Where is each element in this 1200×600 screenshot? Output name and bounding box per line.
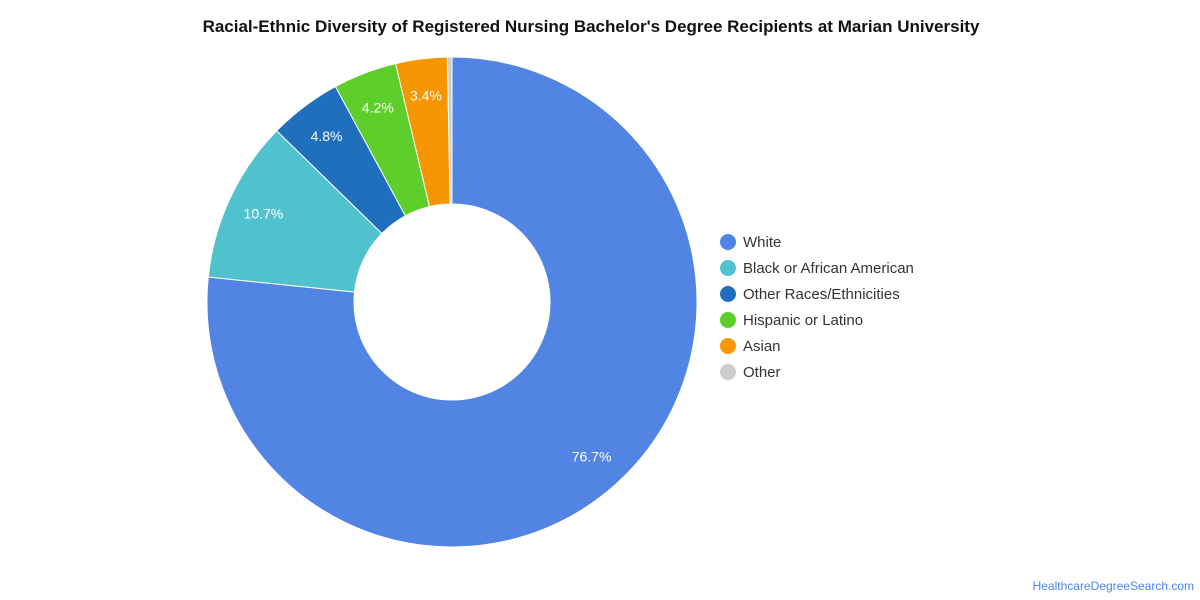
legend-item[interactable]: Other	[720, 359, 914, 385]
legend-label: Black or African American	[743, 259, 914, 277]
slice-data-label: 4.2%	[362, 99, 394, 115]
chart-title: Racial-Ethnic Diversity of Registered Nu…	[202, 17, 980, 36]
legend-item[interactable]: Asian	[720, 333, 914, 359]
legend-item[interactable]: White	[720, 229, 914, 255]
slice-black-or-african-american[interactable]	[207, 130, 383, 293]
slice-other[interactable]	[446, 56, 453, 205]
legend-swatch-icon	[720, 338, 736, 354]
legend-swatch-icon	[720, 364, 736, 380]
legend-label: Other	[743, 363, 781, 381]
legend-item[interactable]: Hispanic or Latino	[720, 307, 914, 333]
slice-data-label: 4.8%	[311, 128, 343, 144]
source-link[interactable]: HealthcareDegreeSearch.com	[1032, 579, 1194, 593]
legend-label: Hispanic or Latino	[743, 311, 864, 329]
legend-swatch-icon	[720, 312, 736, 328]
slice-data-label: 3.4%	[410, 87, 442, 103]
chart-legend: White Black or African American Other Race…	[720, 229, 914, 385]
legend-item[interactable]: Black or African American	[720, 255, 914, 281]
slice-data-label: 10.7%	[244, 206, 284, 222]
legend-label: Asian	[743, 337, 781, 355]
legend-label: Other Races/Ethnicities	[743, 285, 900, 303]
legend-swatch-icon	[720, 286, 736, 302]
legend-swatch-icon	[720, 234, 736, 250]
slice-data-label: 76.7%	[572, 449, 612, 465]
slice-white[interactable]	[206, 56, 698, 548]
legend-swatch-icon	[720, 260, 736, 276]
legend-label: White	[743, 233, 782, 251]
legend-item[interactable]: Other Races/Ethnicities	[720, 281, 914, 307]
